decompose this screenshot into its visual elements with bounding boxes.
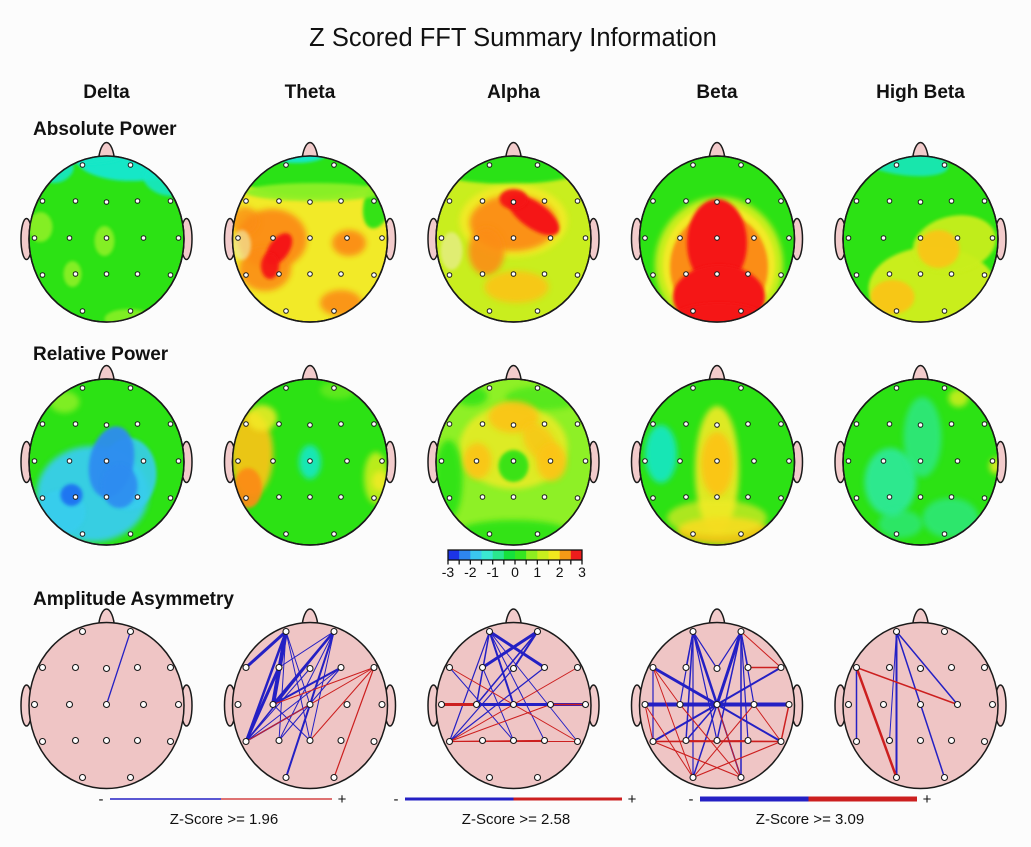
svg-text:Theta: Theta [285,82,336,103]
svg-text:+: + [628,791,637,808]
svg-text:Z Scored FFT Summary Informati: Z Scored FFT Summary Information [309,24,717,52]
svg-text:Relative Power: Relative Power [33,344,169,365]
svg-text:Delta: Delta [83,82,130,103]
svg-text:-3: -3 [442,564,455,580]
svg-text:-2: -2 [464,564,477,580]
svg-text:-: - [394,791,399,808]
svg-text:Alpha: Alpha [487,82,540,103]
svg-text:+: + [338,791,347,808]
svg-text:Z-Score >= 3.09: Z-Score >= 3.09 [756,811,864,828]
svg-text:Absolute Power: Absolute Power [33,119,177,140]
svg-text:1: 1 [533,564,541,580]
svg-text:-1: -1 [486,564,499,580]
svg-text:+: + [923,791,932,808]
svg-text:Z-Score >= 1.96: Z-Score >= 1.96 [170,811,278,828]
svg-text:-: - [689,791,694,808]
svg-text:2: 2 [556,564,564,580]
svg-text:Z-Score >= 2.58: Z-Score >= 2.58 [462,811,570,828]
svg-text:3: 3 [578,564,586,580]
svg-text:High Beta: High Beta [876,82,965,103]
svg-text:0: 0 [511,564,519,580]
svg-text:-: - [99,791,104,808]
svg-text:Amplitude Asymmetry: Amplitude Asymmetry [33,589,234,610]
svg-text:Beta: Beta [696,82,738,103]
